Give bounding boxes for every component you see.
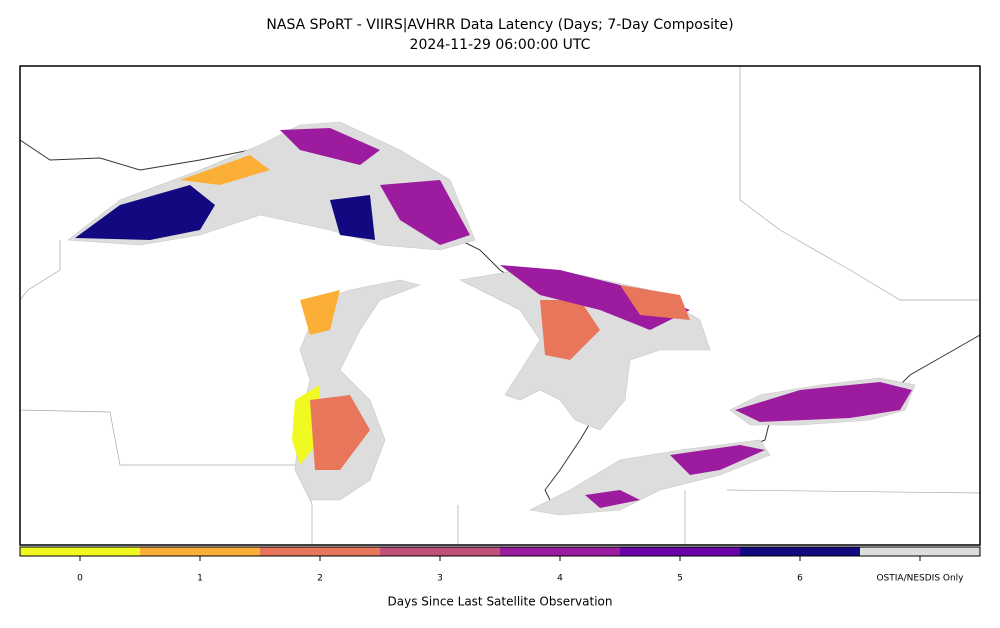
colorbar-segment — [860, 547, 981, 556]
map — [19, 65, 981, 546]
colorbar-segment — [260, 547, 381, 556]
latency-patches — [75, 128, 912, 508]
colorbar-tick-label: 0 — [77, 574, 83, 584]
colorbar-tick-label: 1 — [197, 574, 203, 584]
colorbar-tick-label: 3 — [437, 574, 443, 584]
colorbar-segment — [20, 547, 141, 556]
colorbar-segment — [500, 547, 621, 556]
map-background — [20, 66, 980, 545]
state-borders — [19, 66, 981, 545]
colorbar: 0 1 2 3 4 5 6 OSTIA/NESDIS Only — [19, 546, 981, 584]
colorbar-segment — [380, 547, 501, 556]
colorbar-label: Days Since Last Satellite Observation — [388, 595, 613, 609]
map-frame — [19, 65, 981, 546]
colorbar-segment — [740, 547, 861, 556]
colorbar-segment — [140, 547, 261, 556]
title-line: NASA SPoRT - VIIRS|AVHRR Data Latency (D… — [266, 17, 733, 33]
colorbar-frame — [19, 546, 981, 557]
colorbar-tick-label: 2 — [317, 574, 323, 584]
colorbar-tick-label: 5 — [677, 574, 683, 584]
colorbar-tick-label: OSTIA/NESDIS Only — [876, 574, 964, 584]
title-line: 2024-11-29 06:00:00 UTC — [410, 37, 591, 53]
colorbar-segment — [620, 547, 741, 556]
colorbar-tick-label: 6 — [797, 574, 803, 584]
colorbar-tick-label: 4 — [557, 574, 563, 584]
